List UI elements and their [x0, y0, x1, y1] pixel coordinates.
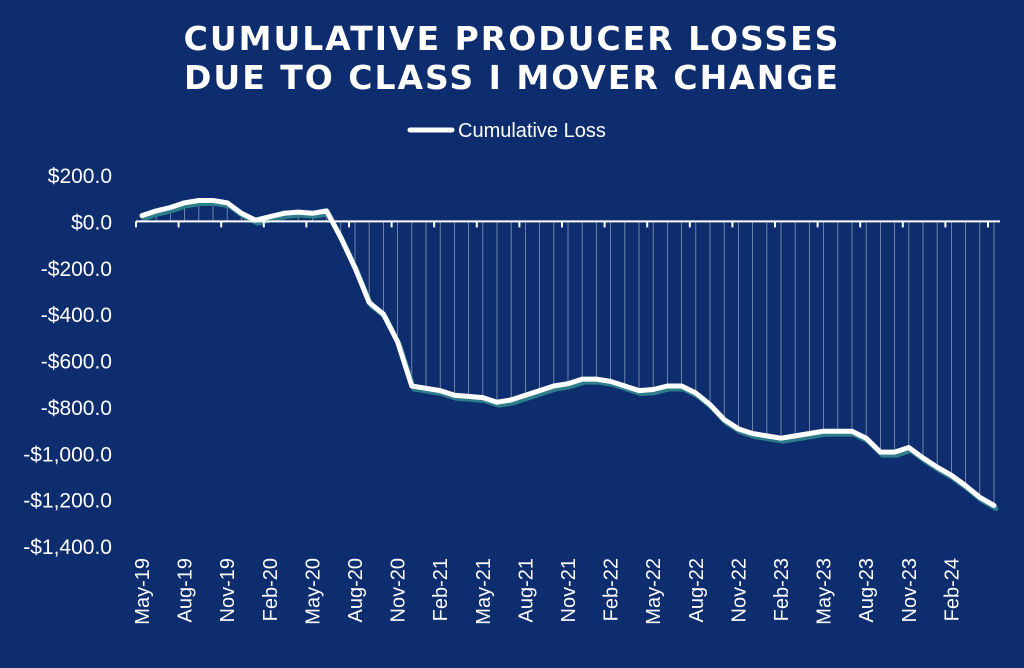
y-tick-label: $0.0 [71, 211, 112, 234]
x-tick-label: Aug-20 [345, 558, 367, 623]
series-line-cumulative-loss [139, 198, 997, 508]
y-tick-label: -$400.0 [41, 304, 112, 327]
x-tick-label: Aug-23 [856, 558, 878, 623]
x-tick-label: Aug-19 [175, 558, 197, 623]
y-axis: $200.0 $0.0 -$200.0 -$400.0 -$600.0 -$800.0 -$… [23, 165, 112, 559]
x-tick-label: May-21 [473, 558, 495, 625]
x-tick-label: Feb-23 [771, 558, 793, 621]
legend-label: Cumulative Loss [458, 120, 606, 142]
x-tick-label: Nov-22 [728, 558, 750, 622]
y-tick-label: -$1,400.0 [23, 536, 112, 559]
x-tick-label: Feb-21 [430, 558, 452, 621]
x-tick-label: May-19 [132, 558, 154, 625]
chart-title-line-1: CUMULATIVE PRODUCER LOSSES [184, 19, 841, 58]
x-tick-label: May-20 [302, 558, 324, 625]
y-tick-label: $200.0 [48, 165, 112, 188]
x-tick-label: May-23 [814, 558, 836, 625]
x-axis: May-19 Aug-19 Nov-19 Feb-20 May-20 Aug-20 Nov-… [132, 220, 1000, 625]
x-tick-label: Nov-20 [388, 558, 410, 622]
x-tick-label: Feb-20 [260, 558, 282, 621]
y-tick-label: -$200.0 [41, 258, 112, 281]
chart-title-line-2: DUE TO CLASS I MOVER CHANGE [184, 58, 840, 97]
legend: Cumulative Loss [407, 120, 606, 142]
x-tick-label: Nov-19 [217, 558, 239, 622]
x-tick-label: Nov-23 [899, 558, 921, 622]
y-tick-label: -$1,200.0 [23, 490, 112, 513]
y-tick-label: -$1,000.0 [23, 443, 112, 466]
y-tick-label: -$600.0 [41, 351, 112, 374]
x-tick-label: Feb-22 [601, 558, 623, 621]
x-tick-label: Feb-24 [941, 558, 963, 621]
plot-area [139, 198, 999, 511]
x-tick-label: Aug-22 [686, 558, 708, 623]
x-tick-label: Nov-21 [558, 558, 580, 622]
x-tick-label: Aug-21 [515, 558, 537, 623]
y-tick-label: -$800.0 [41, 397, 112, 420]
x-tick-label: May-22 [643, 558, 665, 625]
